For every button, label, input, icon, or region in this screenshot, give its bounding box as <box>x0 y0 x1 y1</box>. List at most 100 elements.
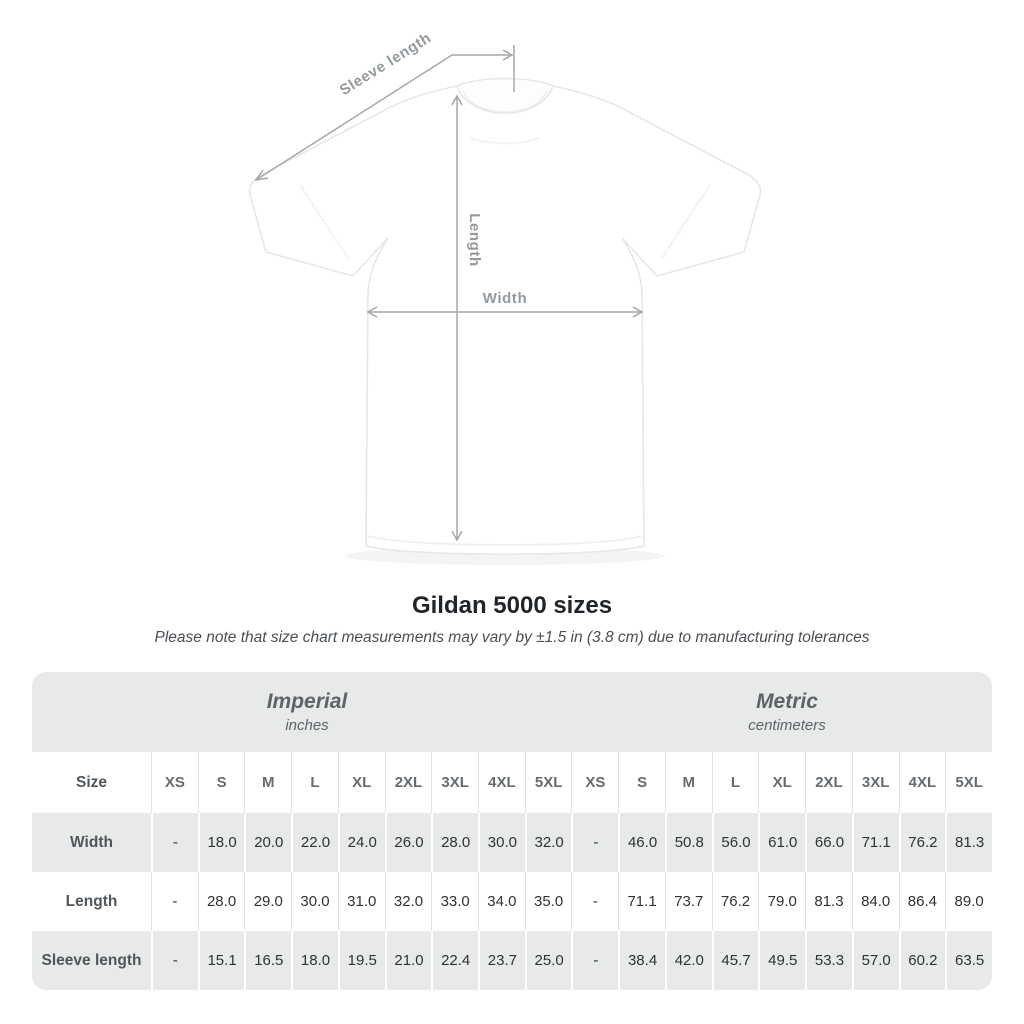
fold-line <box>469 137 541 145</box>
value-cell: 19.5 <box>337 931 385 990</box>
size-header-5xl-metric: 5XL <box>945 752 992 813</box>
size-header-xl-metric: XL <box>758 752 805 813</box>
unit-header-band: Imperial inches Metric centimeters <box>32 672 992 752</box>
imperial-header-unit: inches <box>285 717 329 734</box>
value-cell: 28.0 <box>431 813 478 872</box>
value-cell: 49.5 <box>758 931 805 990</box>
size-header-xs-imperial: XS <box>151 752 198 813</box>
tolerance-note: Please note that size chart measurements… <box>154 629 870 646</box>
page-title: Gildan 5000 sizes <box>411 592 613 619</box>
value-cell: 28.0 <box>197 872 245 931</box>
value-cell: 29.0 <box>244 872 291 931</box>
value-cell: - <box>151 872 198 931</box>
metric-header: Metric centimeters <box>512 672 992 752</box>
size-header-m-metric: M <box>664 752 712 813</box>
size-header-row: Size XS S M L XL 2XL 3XL 4XL 5XL XS S M L XL 2XL 3XL 4XL 5… <box>32 752 992 813</box>
value-cell: 31.0 <box>337 872 385 931</box>
value-cell: 86.4 <box>898 872 946 931</box>
size-header-l-imperial: L <box>291 752 338 813</box>
width-arrow <box>366 306 644 318</box>
tshirt-body <box>248 85 762 556</box>
value-cell: 15.1 <box>197 931 245 990</box>
size-header-xl-imperial: XL <box>337 752 385 813</box>
value-cell: 26.0 <box>384 813 432 872</box>
value-cell: - <box>151 931 198 990</box>
width-label: Width <box>483 290 528 307</box>
value-cell: 46.0 <box>618 813 665 872</box>
value-cell: - <box>571 813 618 872</box>
size-header-5xl-imperial: 5XL <box>524 752 572 813</box>
value-cell: 30.0 <box>291 872 338 931</box>
size-row-header: Size <box>75 773 107 791</box>
value-cell: 18.0 <box>291 931 338 990</box>
value-cell: 50.8 <box>664 813 712 872</box>
row-label: Sleeve length <box>41 951 142 969</box>
value-cell: 22.4 <box>431 931 478 990</box>
value-cell: 63.5 <box>945 931 992 990</box>
length-label: Length <box>466 213 483 267</box>
value-cell: 89.0 <box>945 872 992 931</box>
value-cell: 76.2 <box>711 872 759 931</box>
value-cell: 81.3 <box>945 813 992 872</box>
value-cell: 66.0 <box>805 813 852 872</box>
imperial-header: Imperial inches <box>32 672 512 752</box>
value-cell: 81.3 <box>805 872 852 931</box>
metric-header-label: Metric <box>756 690 818 713</box>
sleeve-length-arrow <box>254 45 515 182</box>
metric-header-unit: centimeters <box>748 717 826 734</box>
tshirt-collar-rib <box>462 90 548 113</box>
size-table-rows: Size XS S M L XL 2XL 3XL 4XL 5XL XS S M L XL 2XL 3XL 4XL 5… <box>32 752 992 990</box>
value-cell: 32.0 <box>384 872 432 931</box>
value-cell: - <box>151 813 198 872</box>
size-header-2xl-imperial: 2XL <box>384 752 432 813</box>
size-header-3xl-imperial: 3XL <box>431 752 478 813</box>
value-cell: 18.0 <box>197 813 245 872</box>
measure-row-sleeve-length: Sleeve length -15.1 16.5 18.0 19.5 21.0 22.4 23… <box>32 931 992 990</box>
value-cell: 42.0 <box>664 931 712 990</box>
row-label: Width <box>70 833 113 851</box>
imperial-header-label: Imperial <box>266 690 348 713</box>
value-cell: 20.0 <box>244 813 291 872</box>
size-header-s-metric: S <box>618 752 665 813</box>
fold-line <box>299 184 349 259</box>
length-arrow <box>451 94 463 542</box>
measure-row-length: Length -28.0 29.0 30.0 31.0 32.0 33.0 34.0 35.0-… <box>32 872 992 931</box>
size-header-l-metric: L <box>711 752 759 813</box>
measure-row-width: Width -18.0 20.0 22.0 24.0 26.0 28.0 30.0 32.0-4… <box>32 813 992 872</box>
value-cell: 34.0 <box>478 872 525 931</box>
row-label: Length <box>65 892 118 910</box>
value-cell: 21.0 <box>384 931 432 990</box>
tshirt-diagram: Length Width Sleeve length <box>248 29 762 565</box>
value-cell: 84.0 <box>851 872 899 931</box>
value-cell: 38.4 <box>618 931 665 990</box>
value-cell: 61.0 <box>758 813 805 872</box>
value-cell: 71.1 <box>618 872 665 931</box>
value-cell: 30.0 <box>478 813 525 872</box>
size-header-m-imperial: M <box>244 752 291 813</box>
value-cell: 79.0 <box>758 872 805 931</box>
value-cell: 57.0 <box>851 931 899 990</box>
value-cell: 24.0 <box>337 813 385 872</box>
value-cell: 32.0 <box>524 813 572 872</box>
value-cell: 16.5 <box>244 931 291 990</box>
size-header-3xl-metric: 3XL <box>851 752 899 813</box>
size-header-2xl-metric: 2XL <box>805 752 852 813</box>
size-header-4xl-imperial: 4XL <box>478 752 525 813</box>
value-cell: 53.3 <box>805 931 852 990</box>
value-cell: 33.0 <box>431 872 478 931</box>
value-cell: 76.2 <box>898 813 946 872</box>
size-header-xs-metric: XS <box>571 752 618 813</box>
fold-line <box>661 184 711 259</box>
size-header-4xl-metric: 4XL <box>898 752 946 813</box>
value-cell: - <box>571 872 618 931</box>
value-cell: 22.0 <box>291 813 338 872</box>
value-cell: 73.7 <box>664 872 712 931</box>
tshirt-collar-back <box>456 77 554 114</box>
hem-line <box>367 535 643 546</box>
size-table-card: Imperial inches Metric centimeters Size X… <box>32 672 992 990</box>
value-cell: 25.0 <box>524 931 572 990</box>
value-cell: 23.7 <box>478 931 525 990</box>
value-cell: 35.0 <box>524 872 572 931</box>
value-cell: 56.0 <box>711 813 759 872</box>
